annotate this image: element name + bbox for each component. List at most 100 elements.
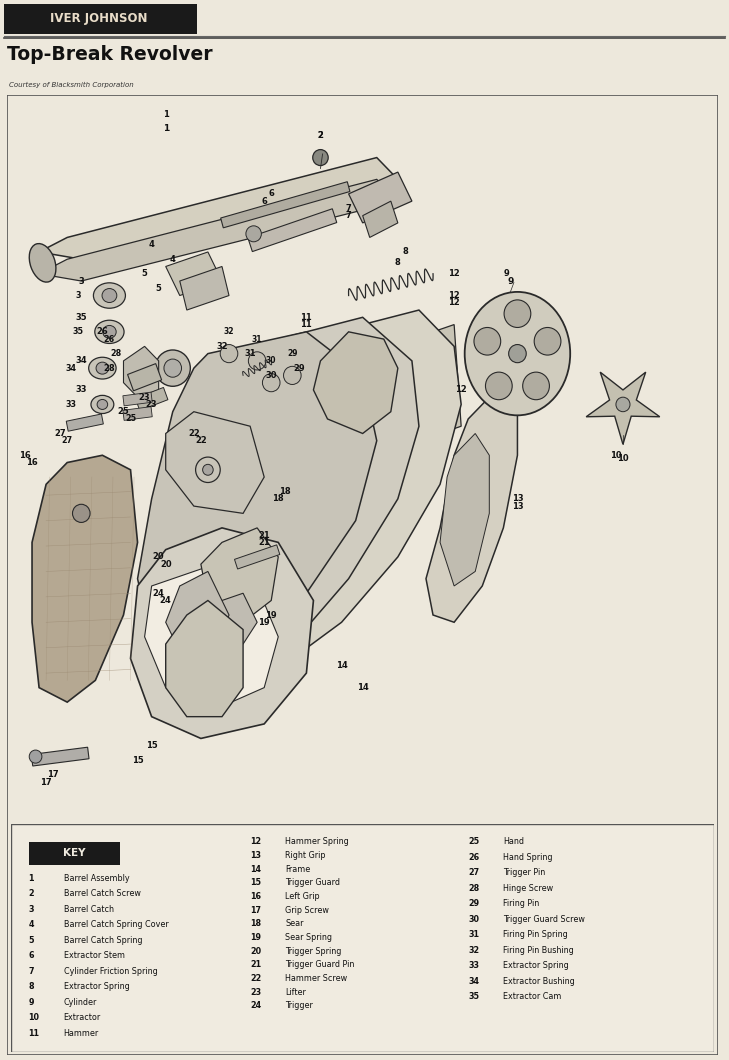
Text: 34: 34 [76,356,87,366]
Text: 5: 5 [28,936,34,944]
Text: 8: 8 [402,247,408,257]
Text: 35: 35 [468,992,479,1002]
Text: Right Grip: Right Grip [285,851,326,860]
Text: 4: 4 [28,920,34,930]
Text: 15: 15 [146,741,157,750]
Text: Trigger: Trigger [285,1002,313,1010]
Text: 28: 28 [468,884,480,893]
Text: Frame: Frame [285,865,311,873]
Text: 25: 25 [468,837,480,846]
Text: 9: 9 [28,997,34,1007]
Text: Firing Pin Bushing: Firing Pin Bushing [503,946,574,955]
Polygon shape [32,456,138,702]
Text: 28: 28 [111,349,122,358]
Text: 3: 3 [79,277,84,285]
Text: 18: 18 [279,488,291,496]
Ellipse shape [246,226,262,242]
Ellipse shape [262,373,280,392]
Polygon shape [31,747,89,766]
Text: 24: 24 [160,596,171,605]
Text: 4: 4 [149,241,155,249]
Text: 32: 32 [224,328,234,336]
Polygon shape [123,407,152,421]
Text: 23: 23 [139,392,150,402]
Text: 25: 25 [117,407,129,417]
Ellipse shape [284,367,301,385]
Text: Extractor Spring: Extractor Spring [63,983,130,991]
Text: 8: 8 [395,259,401,267]
Polygon shape [39,158,398,260]
Text: 9: 9 [507,277,514,285]
Text: Barrel Catch Spring Cover: Barrel Catch Spring Cover [63,920,168,930]
Text: 13: 13 [250,851,261,860]
Text: 11: 11 [300,320,312,329]
Text: 20: 20 [160,560,171,568]
Text: 26: 26 [468,853,480,862]
Text: 34: 34 [65,364,77,373]
Text: Cylinder Friction Spring: Cylinder Friction Spring [63,967,157,976]
Text: Lifter: Lifter [285,988,306,996]
Text: Barrel Catch Spring: Barrel Catch Spring [63,936,142,944]
Text: 26: 26 [96,328,109,336]
Text: 19: 19 [258,618,270,626]
Text: 33: 33 [65,400,77,409]
Text: 21: 21 [258,537,270,547]
Ellipse shape [464,292,570,416]
Text: 24: 24 [153,588,165,598]
Polygon shape [128,364,162,391]
Ellipse shape [155,350,190,386]
Text: Courtesy of Blacksmith Corporation: Courtesy of Blacksmith Corporation [9,83,133,88]
Text: Barrel Catch: Barrel Catch [63,905,114,914]
Text: 29: 29 [294,364,305,373]
Text: Top-Break Revolver: Top-Break Revolver [7,45,213,64]
Text: 6: 6 [28,951,34,960]
Text: 18: 18 [250,919,261,929]
Ellipse shape [474,328,501,355]
Text: 21: 21 [250,960,261,969]
Ellipse shape [203,464,213,475]
Polygon shape [348,172,412,223]
Text: Trigger Guard Screw: Trigger Guard Screw [503,915,585,923]
Text: Trigger Spring: Trigger Spring [285,947,342,956]
Ellipse shape [164,359,182,377]
Text: 19: 19 [250,933,261,942]
Text: Cylinder: Cylinder [63,997,97,1007]
Text: 27: 27 [55,429,66,438]
Text: Extractor Stem: Extractor Stem [63,951,125,960]
Text: IVER JOHNSON: IVER JOHNSON [50,13,147,25]
Text: 33: 33 [76,386,87,394]
Text: Extractor: Extractor [63,1013,101,1022]
Text: 15: 15 [250,879,261,887]
Polygon shape [248,209,337,251]
Text: Sear: Sear [285,919,304,929]
Text: 26: 26 [104,335,115,343]
Text: Barrel Assembly: Barrel Assembly [63,873,129,883]
Ellipse shape [95,320,124,343]
Ellipse shape [486,372,512,400]
Ellipse shape [89,357,116,379]
Text: 7: 7 [346,204,351,213]
Text: Hand: Hand [503,837,524,846]
Ellipse shape [72,505,90,523]
Text: 10: 10 [610,450,622,460]
Text: 25: 25 [125,414,136,423]
Text: 35: 35 [72,328,83,336]
Text: 17: 17 [40,778,52,787]
Polygon shape [39,179,398,281]
Text: 1: 1 [28,873,34,883]
Ellipse shape [96,363,109,374]
Text: 3: 3 [75,292,80,300]
Text: 16: 16 [26,458,38,467]
Text: 12: 12 [448,292,460,300]
Text: Sear Spring: Sear Spring [285,933,332,942]
Ellipse shape [616,398,630,411]
Text: 12: 12 [448,269,460,278]
Polygon shape [144,564,278,709]
Polygon shape [165,411,264,513]
Text: 12: 12 [456,386,467,394]
Text: 27: 27 [62,437,73,445]
Polygon shape [130,528,313,739]
Bar [28,842,120,865]
Text: 13: 13 [512,494,523,504]
Text: 31: 31 [244,349,256,358]
